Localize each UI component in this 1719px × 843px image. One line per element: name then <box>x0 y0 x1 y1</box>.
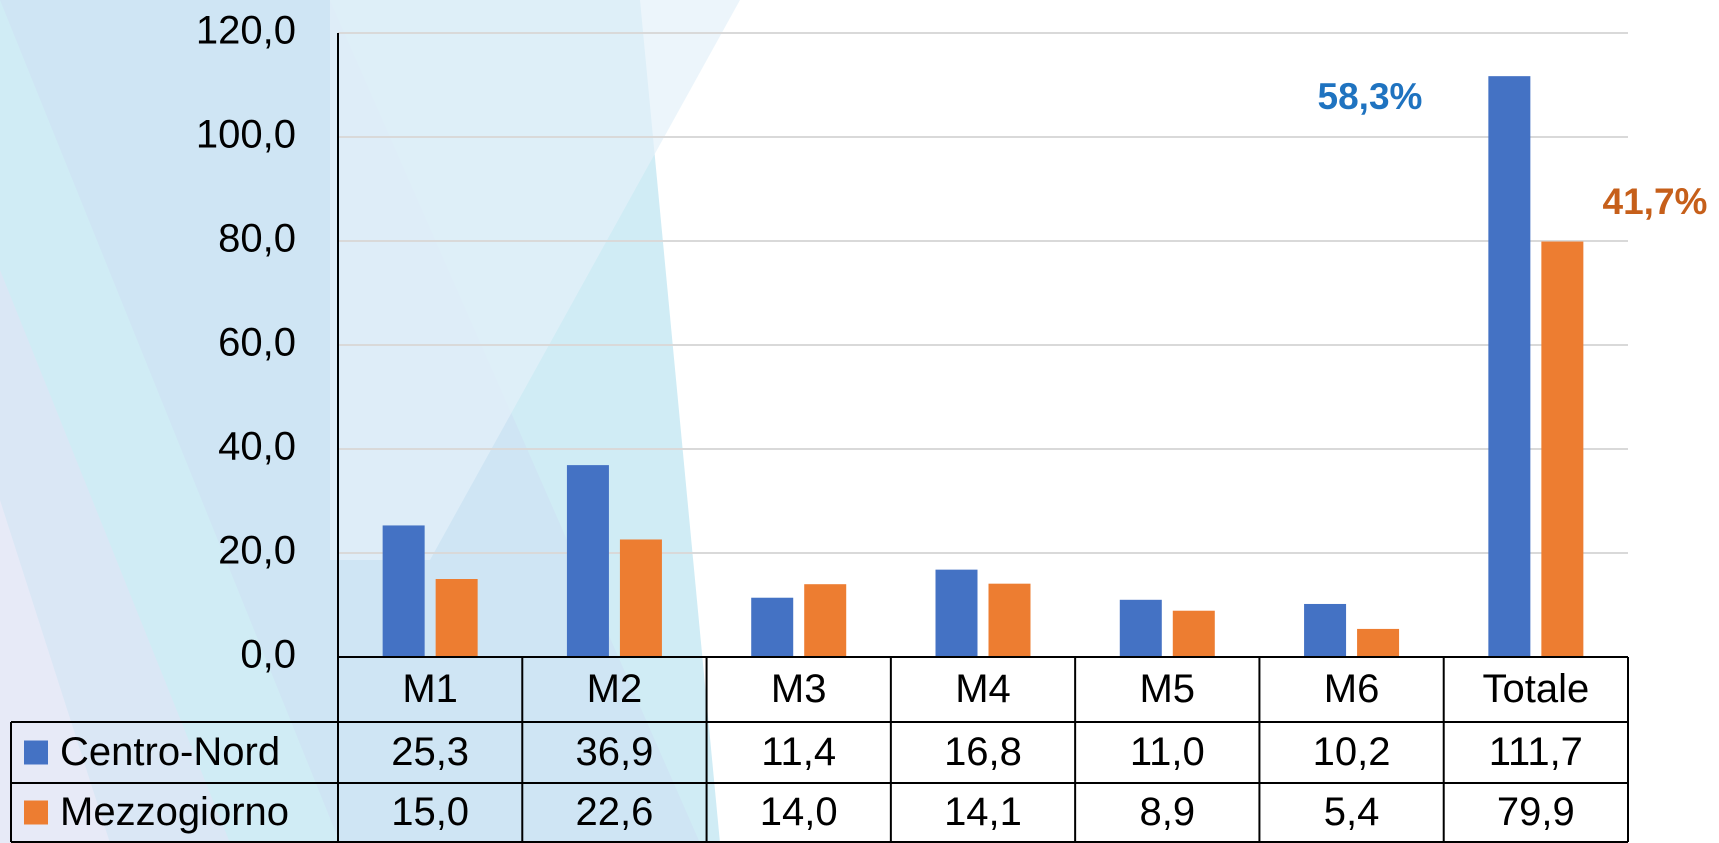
bar <box>1488 76 1530 657</box>
bar <box>436 579 478 657</box>
x-tick-label: M4 <box>955 667 1011 711</box>
table-value: 15,0 <box>391 790 469 834</box>
y-tick-label: 100,0 <box>196 113 296 157</box>
table-value: 11,4 <box>761 730 836 774</box>
legend-swatch <box>24 741 48 765</box>
table-value: 22,6 <box>575 790 653 834</box>
bar <box>1120 600 1162 657</box>
annotation: 41,7% <box>1603 181 1708 222</box>
annotation: 58,3% <box>1318 76 1423 117</box>
legend-swatch <box>24 801 48 825</box>
table-value: 36,9 <box>575 730 653 774</box>
table-value: 11,0 <box>1130 730 1205 774</box>
x-tick-label: M6 <box>1324 667 1380 711</box>
table-value: 10,2 <box>1313 730 1391 774</box>
y-tick-label: 80,0 <box>218 217 296 261</box>
legend-label: Centro-Nord <box>60 730 280 774</box>
bar <box>936 570 978 657</box>
y-tick-label: 40,0 <box>218 425 296 469</box>
bar <box>620 539 662 657</box>
y-tick-label: 60,0 <box>218 321 296 365</box>
y-tick-label: 120,0 <box>196 9 296 53</box>
x-tick-label: M2 <box>587 667 643 711</box>
bar <box>1304 604 1346 657</box>
table-value: 5,4 <box>1324 790 1380 834</box>
table-value: 25,3 <box>391 730 469 774</box>
y-tick-label: 0,0 <box>240 633 296 677</box>
page: 0,0 20,0 40,0 60,0 80,0 100,0 120,0 M1 25,3 15,0 M… <box>0 0 1719 843</box>
table-value: 16,8 <box>944 730 1022 774</box>
bar <box>567 465 609 657</box>
background-decoration <box>0 0 740 843</box>
table-value: 79,9 <box>1497 790 1575 834</box>
table-value: 111,7 <box>1489 730 1583 774</box>
bar <box>1173 611 1215 657</box>
bar <box>751 598 793 657</box>
table-value: 14,0 <box>760 790 838 834</box>
x-tick-label: M3 <box>771 667 827 711</box>
x-tick-label: M5 <box>1139 667 1195 711</box>
bar <box>804 584 846 657</box>
chart: 0,0 20,0 40,0 60,0 80,0 100,0 120,0 M1 25,3 15,0 M… <box>0 0 1719 843</box>
bar <box>989 584 1031 657</box>
table-value: 8,9 <box>1139 790 1195 834</box>
bar <box>1357 629 1399 657</box>
legend-label: Mezzogiorno <box>60 790 289 834</box>
y-tick-label: 20,0 <box>218 529 296 573</box>
bar <box>1541 242 1583 657</box>
bar <box>383 525 425 657</box>
x-tick-label: Totale <box>1482 667 1589 711</box>
x-tick-label: M1 <box>402 667 458 711</box>
table-value: 14,1 <box>944 790 1022 834</box>
